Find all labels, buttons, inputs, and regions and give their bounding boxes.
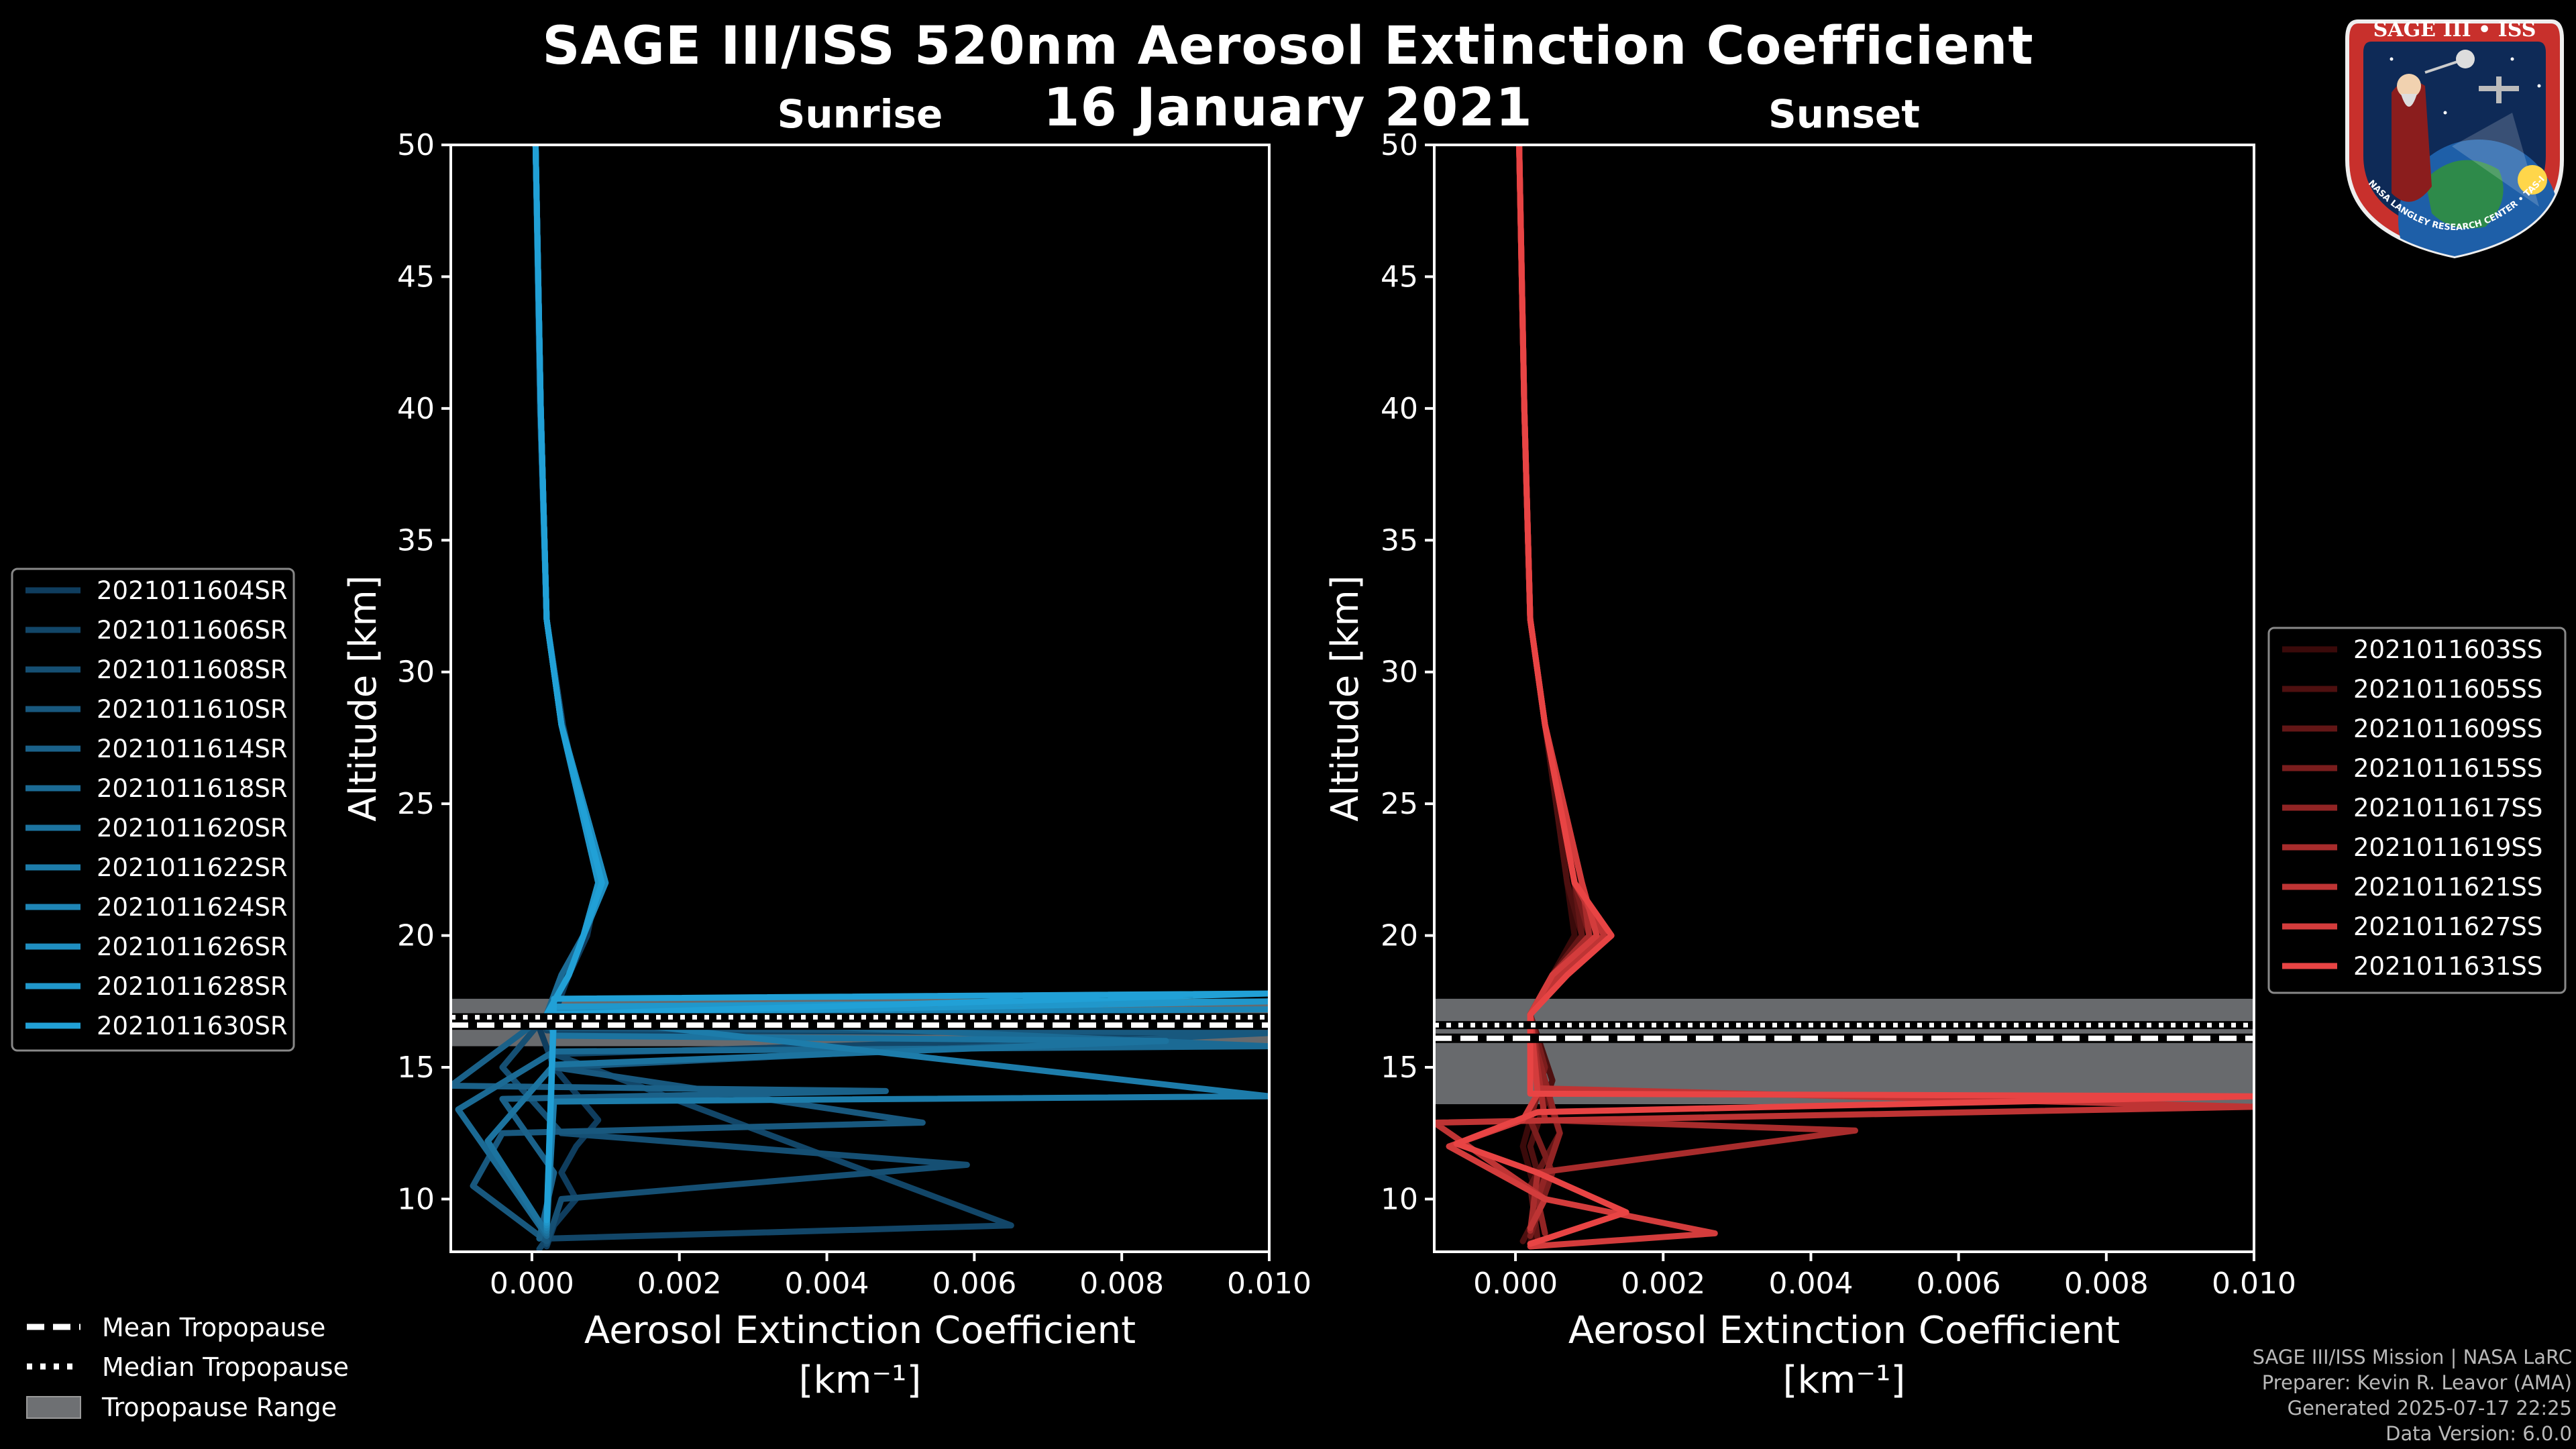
sunset-legend: 2021011603SS 2021011605SS 2021011609SS 2021… — [2267, 627, 2567, 994]
sunset-legend-label: 2021011621SS — [2353, 873, 2542, 902]
sunset-xtick-label: 0.004 — [1768, 1267, 1853, 1301]
sunset-axes-frame — [1433, 144, 2255, 1253]
sunrise-ytick-label: 50 — [397, 128, 435, 162]
sunrise-legend-label: 2021011620SR — [97, 814, 288, 843]
sunset-ytick-label: 15 — [1381, 1051, 1418, 1085]
figure-date: 16 January 2021 — [1043, 78, 1533, 138]
sunset-ytick-label: 40 — [1381, 392, 1418, 426]
sunrise-x-axis-label: Aerosol Extinction Coefficient — [584, 1309, 1136, 1352]
sunrise-legend: 2021011604SR 2021011606SR 2021011608SR 2021… — [11, 568, 295, 1052]
mean-tropopause-label: Mean Tropopause — [102, 1313, 325, 1342]
sunrise-ytick-label: 25 — [397, 787, 435, 821]
sunset-ytick-label: 10 — [1381, 1182, 1418, 1216]
credits-block: SAGE III/ISS Mission | NASA LaRC Prepare… — [2253, 1344, 2572, 1446]
sunset-x-axis-unit: [km⁻¹] — [1783, 1358, 1906, 1402]
sunrise-legend-label: 2021011630SR — [97, 1012, 288, 1040]
sunrise-ytick-label: 15 — [397, 1051, 435, 1085]
sunrise-series-2021011630SR — [532, 145, 1269, 1224]
sunset-legend-label: 2021011627SS — [2353, 912, 2542, 941]
sunset-xtick-label: 0.000 — [1473, 1267, 1558, 1301]
sunrise-legend-box — [11, 568, 295, 1052]
sunrise-xtick-label: 0.006 — [932, 1267, 1016, 1301]
sunrise-axes-frame — [449, 144, 1271, 1253]
sunset-legend-label: 2021011609SS — [2353, 714, 2542, 743]
sunrise-ytick-label: 20 — [397, 919, 435, 953]
sunset-ytick-label: 50 — [1381, 128, 1418, 162]
credit-generated: Generated 2025-07-17 22:25 — [2287, 1397, 2572, 1419]
sage-iii-iss-logo: SAGE III • ISS BALL • NASA LANGLEY RESEA… — [2345, 12, 2564, 259]
sunrise-xtick-label: 0.008 — [1079, 1267, 1164, 1301]
sunrise-plot-area — [451, 145, 1269, 1252]
sunrise-ytick-label: 35 — [397, 523, 435, 557]
logo-title-text: SAGE III • ISS — [2373, 18, 2536, 42]
sunrise-xtick-label: 0.010 — [1227, 1267, 1311, 1301]
sunrise-series-2021011622SR — [532, 145, 1269, 1234]
tropopause-range-swatch — [26, 1396, 81, 1419]
sunset-ytick-label: 45 — [1381, 260, 1418, 294]
tropopause-legend: Mean Tropopause Median Tropopause Tropop… — [26, 1313, 349, 1422]
sunset-xtick-label: 0.010 — [2212, 1267, 2296, 1301]
sunset-panel-title: Sunset — [1768, 91, 1920, 137]
sunrise-legend-label: 2021011608SR — [97, 655, 288, 684]
sunrise-legend-label: 2021011604SR — [97, 576, 288, 605]
sunset-legend-label: 2021011615SS — [2353, 754, 2542, 783]
sunset-ytick-label: 30 — [1381, 655, 1418, 690]
sunrise-legend-label: 2021011624SR — [97, 893, 288, 922]
sunrise-x-axis: 0.000 0.002 0.004 0.006 0.008 0.010 — [490, 1252, 1311, 1301]
sunset-plot-area — [1434, 145, 2254, 1250]
sunrise-ytick-label: 45 — [397, 260, 435, 294]
sunrise-legend-label: 2021011614SR — [97, 735, 288, 763]
sunset-legend-label: 2021011619SS — [2353, 833, 2542, 862]
median-tropopause-label: Median Tropopause — [102, 1352, 349, 1382]
sunrise-ytick-label: 10 — [397, 1182, 435, 1216]
sunset-legend-label: 2021011631SS — [2353, 952, 2542, 981]
sunrise-legend-label: 2021011628SR — [97, 972, 288, 1001]
sunrise-legend-label: 2021011606SR — [97, 616, 288, 645]
sunrise-series-2021011608SR — [499, 145, 970, 1247]
sunrise-series-2021011604SR — [532, 145, 602, 1250]
sunrise-legend-label: 2021011626SR — [97, 932, 288, 961]
sunrise-ytick-label: 40 — [397, 392, 435, 426]
credit-mission: SAGE III/ISS Mission | NASA LaRC — [2252, 1346, 2572, 1368]
sunset-ytick-label: 20 — [1381, 919, 1418, 953]
sunset-xtick-label: 0.002 — [1621, 1267, 1705, 1301]
sunset-legend-label: 2021011617SS — [2353, 794, 2542, 822]
sunrise-y-axis-label: Altitude [km] — [341, 575, 385, 821]
sunrise-legend-label: 2021011618SR — [97, 774, 288, 803]
sunrise-xtick-label: 0.004 — [785, 1267, 869, 1301]
sunrise-y-axis: 10 15 20 25 30 35 40 45 50 — [397, 128, 451, 1216]
sunset-xtick-label: 0.008 — [2064, 1267, 2149, 1301]
sunset-legend-label: 2021011603SS — [2353, 635, 2542, 664]
figure-title: SAGE III/ISS 520nm Aerosol Extinction Co… — [542, 16, 2034, 76]
sunset-x-axis: 0.000 0.002 0.004 0.006 0.008 0.010 — [1473, 1252, 2296, 1301]
sunset-x-axis-label: Aerosol Extinction Coefficient — [1568, 1309, 2120, 1352]
sunrise-legend-label: 2021011622SR — [97, 853, 288, 882]
sunrise-series-2021011610SR — [470, 145, 1269, 1244]
sunset-series-2021011631SS — [1453, 145, 2254, 1247]
sunrise-x-axis-unit: [km⁻¹] — [799, 1358, 922, 1402]
sunset-xtick-label: 0.006 — [1917, 1267, 2001, 1301]
sunrise-ytick-label: 30 — [397, 655, 435, 690]
sunrise-xtick-label: 0.002 — [637, 1267, 722, 1301]
credit-preparer: Preparer: Kevin R. Leavor (AMA) — [2261, 1371, 2572, 1394]
sunset-y-axis: 10 15 20 25 30 35 40 45 50 — [1381, 128, 1434, 1216]
credit-data-version: Data Version: 6.0.0 — [2385, 1422, 2572, 1445]
sunset-ytick-label: 25 — [1381, 787, 1418, 821]
sunrise-legend-label: 2021011610SR — [97, 695, 288, 724]
sunset-legend-box — [2267, 627, 2567, 994]
sunset-y-axis-label: Altitude [km] — [1324, 575, 1367, 821]
sunrise-panel-title: Sunrise — [777, 91, 943, 137]
sunrise-xtick-label: 0.000 — [490, 1267, 574, 1301]
tropopause-range-label: Tropopause Range — [101, 1393, 337, 1422]
sunset-legend-label: 2021011605SS — [2353, 675, 2542, 704]
sunset-ytick-label: 35 — [1381, 523, 1418, 557]
